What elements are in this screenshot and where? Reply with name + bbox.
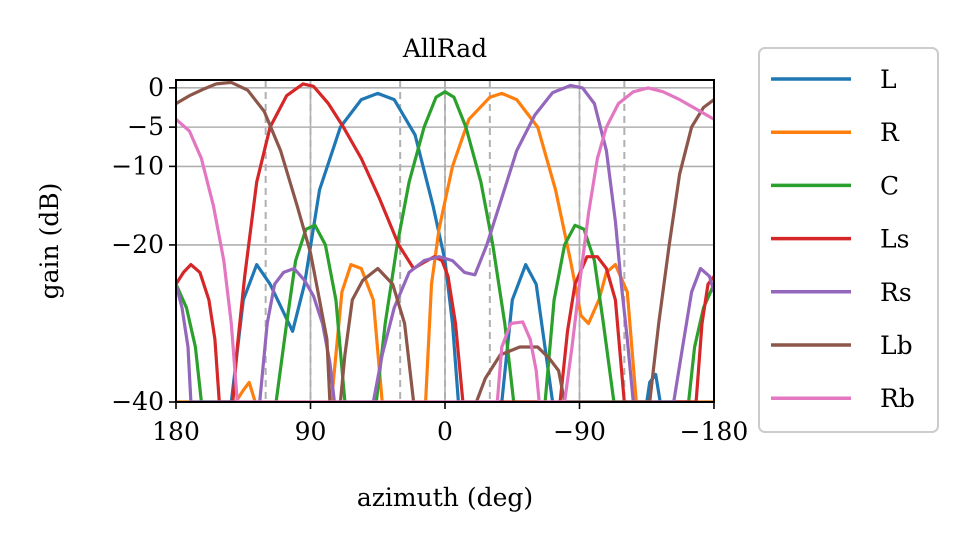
legend-label-lb: Lb [880,331,913,360]
series-line-lb [176,80,714,402]
y-tick-label: 0 [148,73,164,102]
x-tick-label: 90 [295,417,327,446]
series-line-l [176,91,714,402]
series-line-rs [176,83,714,402]
y-tick-label: −10 [111,151,164,180]
x-axis-label: azimuth (deg) [357,483,533,512]
y-tick-label: −40 [111,387,164,416]
series-line-ls [176,82,714,402]
series-line-c [176,90,714,402]
y-tick-label: −20 [111,230,164,259]
legend-label-ls: Ls [880,225,909,254]
y-ticks: 0 −5 −10 −20 −40 [111,73,176,416]
y-tick-label: −5 [127,112,164,141]
legend-label-c: C [880,171,899,200]
x-tick-label: −90 [553,417,606,446]
x-tick-label: 180 [152,417,200,446]
legend-label-rs: Rs [880,278,912,307]
legend-label-r: R [880,118,900,147]
x-tick-label: 0 [437,417,453,446]
legend: LRC Ls Rs Lb Rb [758,47,939,433]
series-line-rb [176,86,714,402]
legend-label-rb: Rb [880,384,915,413]
legend-label-l: L [880,65,897,94]
speaker-markers [264,80,626,402]
y-axis-label: gain (dB) [35,183,64,300]
x-tick-label: −180 [680,417,749,446]
x-ticks: 180 90 0 −90 −180 [152,402,748,446]
chart-title: AllRad [402,34,487,63]
plot-series [176,80,714,402]
